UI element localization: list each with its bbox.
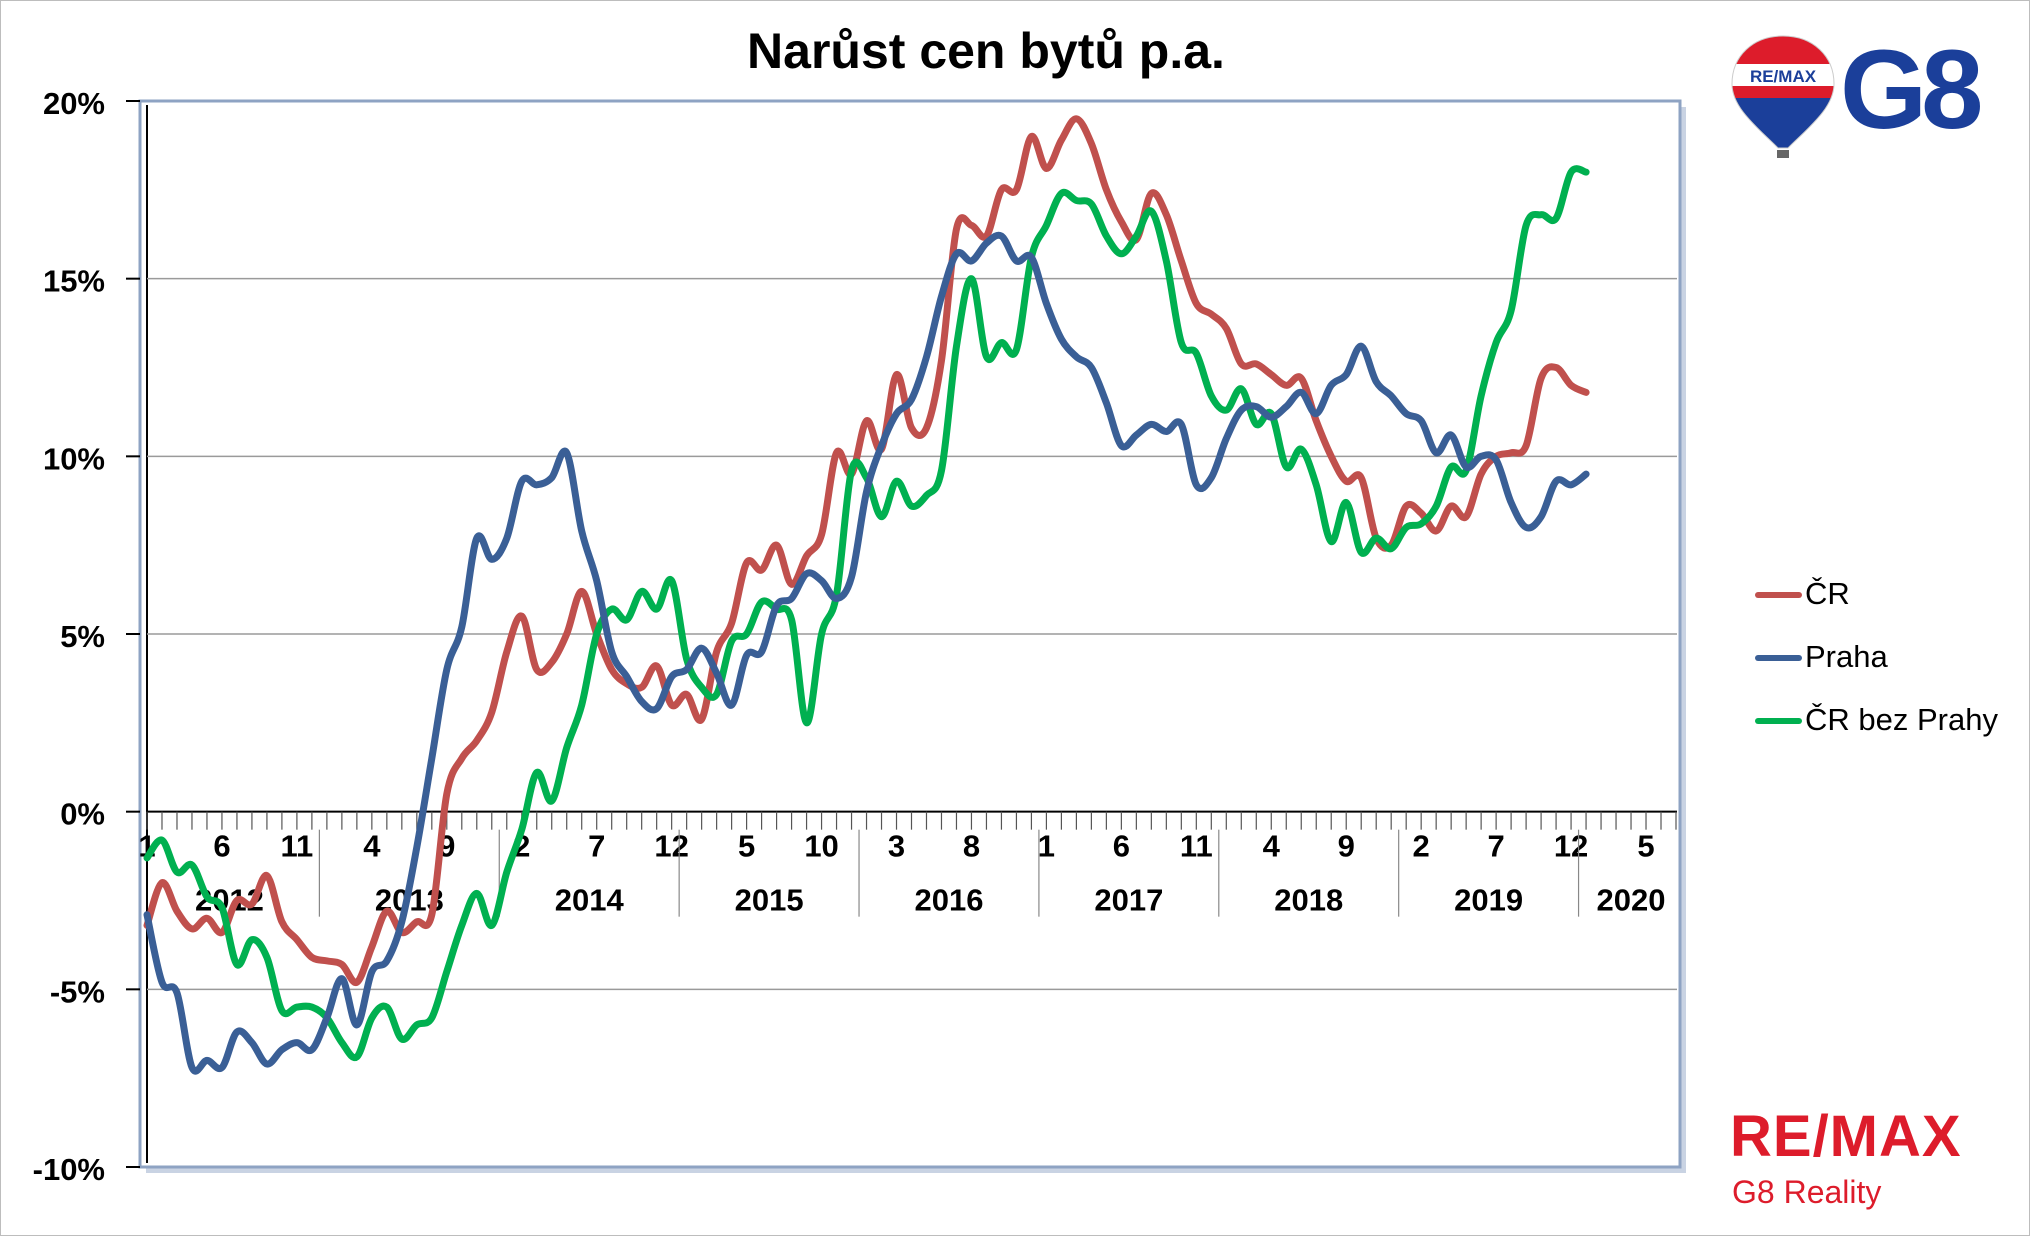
x-month-label: 1 bbox=[1038, 829, 1055, 864]
x-month-label: 7 bbox=[1487, 829, 1504, 864]
x-month-label: 8 bbox=[963, 829, 980, 864]
x-month-label: 11 bbox=[1180, 829, 1213, 864]
legend-label-praha: Praha bbox=[1805, 639, 1888, 674]
legend-swatch-praha bbox=[1755, 655, 1802, 661]
y-tick-label: 20% bbox=[43, 86, 105, 121]
x-year-label: 2020 bbox=[1597, 883, 1666, 918]
x-month-label: 3 bbox=[888, 829, 905, 864]
y-tick-label: 15% bbox=[43, 264, 105, 299]
legend-swatch-cr-bez-prahy bbox=[1755, 718, 1802, 724]
legend-label-cr-bez-prahy: ČR bez Prahy bbox=[1805, 702, 1998, 737]
x-year-label: 2015 bbox=[735, 883, 804, 918]
legend-label-cr: ČR bbox=[1805, 576, 1850, 611]
legend-swatch-cr bbox=[1755, 592, 1802, 598]
remax-wordmark: RE/MAX bbox=[1730, 1104, 1962, 1169]
x-year-label: 2014 bbox=[555, 883, 625, 918]
x-month-label: 4 bbox=[1263, 829, 1281, 864]
x-month-label: 12 bbox=[654, 829, 688, 864]
g8-logo-text: G8 bbox=[1840, 27, 1983, 152]
brand-subtitle: G8 Reality bbox=[1732, 1174, 1882, 1210]
y-tick-label: 0% bbox=[60, 797, 105, 832]
y-tick-label: 10% bbox=[43, 441, 105, 476]
legend: ČR Praha ČR bez Prahy bbox=[1755, 572, 1998, 761]
x-month-label: 9 bbox=[1338, 829, 1355, 864]
x-month-label: 6 bbox=[213, 829, 230, 864]
series-line-praha bbox=[143, 231, 1590, 1075]
x-month-label: 10 bbox=[804, 829, 838, 864]
x-month-label: 6 bbox=[1113, 829, 1130, 864]
balloon-text: RE/MAX bbox=[1750, 67, 1817, 86]
x-month-label: 12 bbox=[1554, 829, 1588, 864]
series-line-cr bbox=[143, 115, 1590, 986]
x-year-label: 2018 bbox=[1274, 883, 1343, 918]
remax-balloon-logo: RE/MAX bbox=[1731, 35, 1835, 158]
legend-item-cr-bez-prahy: ČR bez Prahy bbox=[1755, 698, 1998, 761]
x-month-label: 5 bbox=[1637, 829, 1654, 864]
x-month-label: 5 bbox=[738, 829, 755, 864]
x-year-label: 2017 bbox=[1094, 883, 1163, 918]
x-year-label: 2016 bbox=[914, 883, 983, 918]
gridlines bbox=[147, 277, 1677, 991]
x-month-label: 2 bbox=[1413, 829, 1430, 864]
x-month-label: 7 bbox=[588, 829, 605, 864]
y-tick-label: 5% bbox=[60, 619, 105, 654]
x-month-label: 11 bbox=[281, 829, 314, 864]
x-year-label: 2019 bbox=[1454, 883, 1523, 918]
legend-item-cr: ČR bbox=[1755, 572, 1998, 635]
y-tick-label: -10% bbox=[33, 1152, 105, 1187]
series-lines bbox=[143, 115, 1590, 1075]
y-axis-ticks: 20% 15% 10% 5% 0% -5% -10% bbox=[33, 86, 140, 1187]
chart-title: Narůst cen bytů p.a. bbox=[747, 23, 1225, 79]
y-tick-label: -5% bbox=[50, 974, 105, 1009]
legend-item-praha: Praha bbox=[1755, 635, 1998, 698]
x-month-label: 4 bbox=[363, 829, 381, 864]
